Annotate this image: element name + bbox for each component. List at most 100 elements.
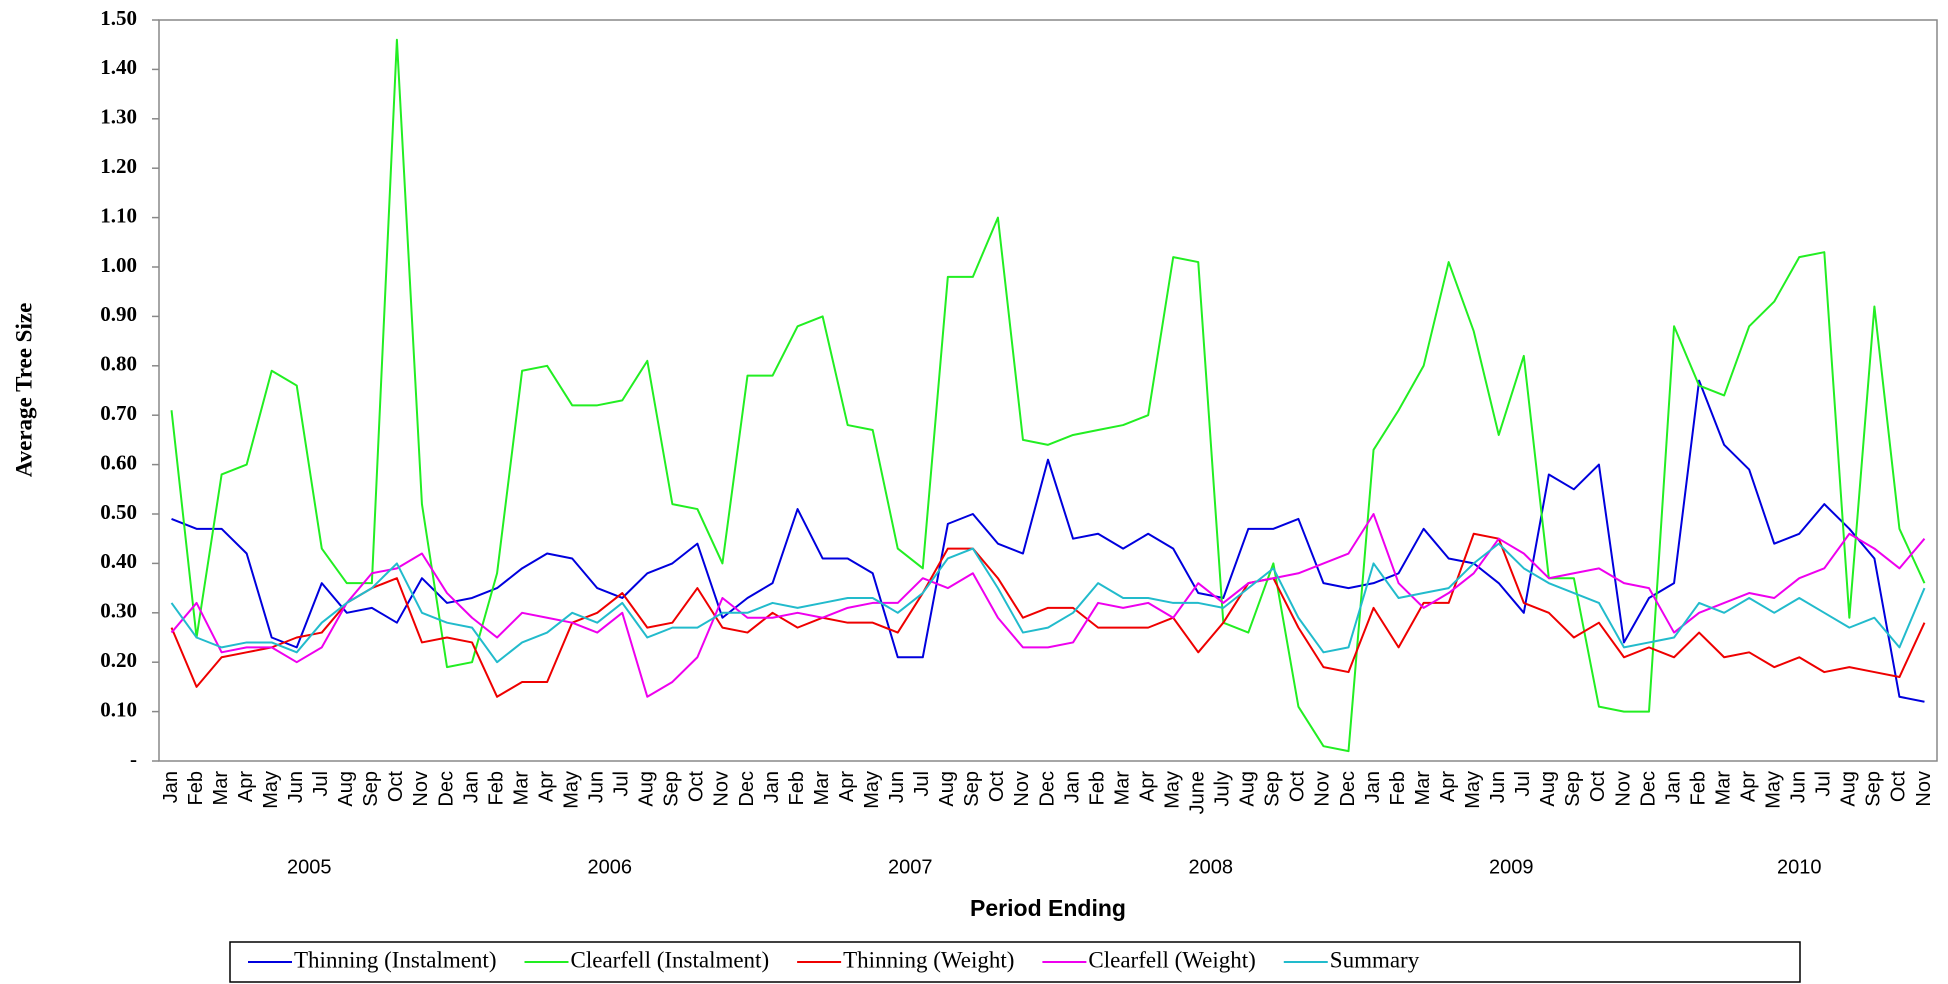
x-tick-label: Apr	[1737, 771, 1759, 802]
x-tick-label: Jan	[761, 771, 783, 803]
x-tick-label: Nov	[1011, 771, 1033, 807]
x-tick-label: Jan	[1362, 771, 1384, 803]
y-tick-label: 1.00	[100, 253, 137, 277]
x-tick-label: Apr	[535, 771, 557, 802]
y-tick-label: 0.80	[100, 352, 137, 376]
y-tick-label: 0.60	[100, 450, 137, 474]
y-tick-label: 1.40	[100, 55, 137, 79]
x-tick-label: Aug	[1237, 771, 1259, 807]
x-tick-label: Feb	[1086, 771, 1108, 805]
y-tick-label: 0.70	[100, 401, 137, 425]
x-tick-label: Dec	[736, 771, 758, 807]
x-tick-label: Jun	[586, 771, 608, 803]
x-tick-label: Aug	[1838, 771, 1860, 807]
series-line	[170, 513, 1926, 698]
x-tick-label: Sep	[1863, 771, 1885, 807]
x-tick-label: Jan	[160, 771, 182, 803]
x-tick-label: Jul	[911, 771, 933, 797]
x-tick-label: Aug	[335, 771, 357, 807]
x-tick-label: Nov	[711, 771, 733, 807]
x-tick-label: Apr	[235, 771, 257, 802]
plot-area	[158, 19, 1938, 762]
x-tick-label: Mar	[210, 771, 232, 806]
y-tick-label: 0.90	[100, 302, 137, 326]
y-tick-label: 0.40	[100, 549, 137, 573]
y-tick-label: 0.50	[100, 500, 137, 524]
x-tick-label: Dec	[1637, 771, 1659, 807]
x-group-label: 2006	[588, 856, 633, 878]
y-tick-label: 1.30	[100, 105, 137, 129]
x-tick-label: Dec	[435, 771, 457, 807]
x-tick-label: May	[260, 771, 282, 809]
x-tick-label: May	[861, 771, 883, 809]
x-tick-label: Nov	[1312, 771, 1334, 807]
x-group-label: 2010	[1777, 856, 1822, 878]
x-tick-label: Nov	[410, 771, 432, 807]
y-tick-label: -	[130, 747, 137, 771]
x-tick-label: May	[1462, 771, 1484, 809]
x-tick-label: May	[1763, 771, 1785, 809]
x-tick-label: Oct	[686, 771, 708, 803]
x-group-label: 2009	[1489, 856, 1534, 878]
x-tick-label: Oct	[1587, 771, 1609, 803]
y-tick-label: 1.50	[100, 6, 137, 30]
y-tick-label: 0.30	[100, 599, 137, 623]
x-tick-label: Nov	[1612, 771, 1634, 807]
x-tick-label: Aug	[1537, 771, 1559, 807]
x-tick-label: Feb	[185, 771, 207, 805]
x-tick-label: Mar	[510, 771, 532, 806]
legend-label: Clearfell (Weight)	[1088, 947, 1255, 972]
x-tick-label: Oct	[1287, 771, 1309, 803]
x-tick-label: Feb	[1387, 771, 1409, 805]
legend-box	[229, 941, 1801, 983]
x-tick-label: Nov	[1913, 771, 1935, 807]
legend-label: Thinning (Weight)	[843, 947, 1014, 972]
x-tick-label: Jan	[460, 771, 482, 803]
x-tick-label: Mar	[1111, 771, 1133, 806]
series-line	[170, 38, 1926, 753]
x-group-label: 2008	[1189, 856, 1234, 878]
x-tick-label: Jan	[1662, 771, 1684, 803]
x-group-label: 2007	[888, 856, 933, 878]
x-tick-label: Jun	[1487, 771, 1509, 803]
x-tick-label: Oct	[1888, 771, 1910, 803]
series-line	[171, 379, 1925, 703]
x-tick-label: Aug	[636, 771, 658, 807]
x-tick-label: Mar	[1712, 771, 1734, 806]
y-tick-label: 0.10	[100, 697, 137, 721]
x-tick-label: Sep	[961, 771, 983, 807]
x-tick-label: Jul	[611, 771, 633, 797]
x-tick-label: Jan	[1061, 771, 1083, 803]
x-group-label: 2005	[287, 856, 332, 878]
x-tick-label: Jun	[1788, 771, 1810, 803]
x-tick-label: Jul	[1512, 771, 1534, 797]
x-tick-label: Apr	[836, 771, 858, 802]
x-tick-label: Jun	[886, 771, 908, 803]
x-tick-label: Mar	[1412, 771, 1434, 806]
series-line	[170, 542, 1926, 664]
x-tick-label: Oct	[986, 771, 1008, 803]
y-tick-label: 1.10	[100, 203, 137, 227]
x-tick-label: Apr	[1437, 771, 1459, 802]
y-tick-label: 1.20	[100, 154, 137, 178]
x-tick-label: Jul	[1813, 771, 1835, 797]
x-tick-label: July	[1212, 771, 1234, 807]
legend-label: Thinning (Instalment)	[294, 947, 497, 972]
x-tick-label: Feb	[786, 771, 808, 805]
x-tick-label: Dec	[1337, 771, 1359, 807]
series-line	[170, 532, 1926, 698]
x-tick-label: May	[1161, 771, 1183, 809]
y-axis-title: Average Tree Size	[11, 303, 36, 478]
x-axis-title: Period Ending	[970, 895, 1126, 921]
x-tick-label: Apr	[1136, 771, 1158, 802]
x-tick-label: Sep	[360, 771, 382, 807]
x-tick-label: Aug	[936, 771, 958, 807]
x-tick-label: June	[1187, 771, 1209, 814]
x-tick-label: Feb	[485, 771, 507, 805]
x-tick-label: Mar	[811, 771, 833, 806]
x-tick-label: Feb	[1687, 771, 1709, 805]
x-tick-label: Sep	[1562, 771, 1584, 807]
y-tick-label: 0.20	[100, 648, 137, 672]
x-tick-label: Jun	[285, 771, 307, 803]
